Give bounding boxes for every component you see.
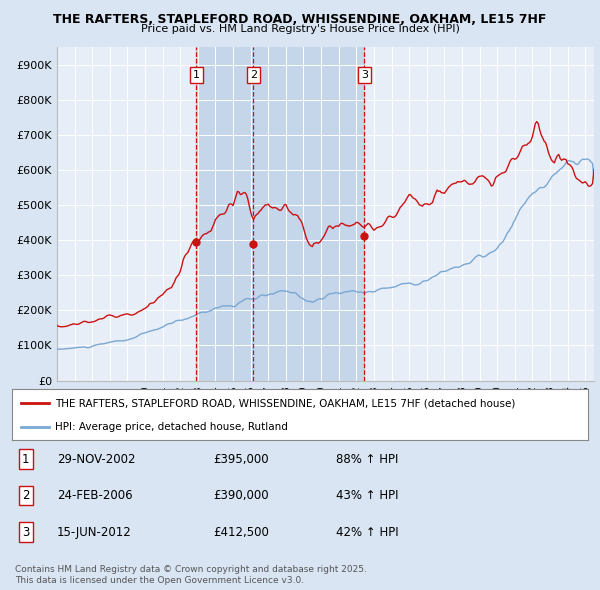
Text: 43% ↑ HPI: 43% ↑ HPI	[336, 489, 398, 502]
Text: 88% ↑ HPI: 88% ↑ HPI	[336, 453, 398, 466]
Text: 3: 3	[361, 70, 368, 80]
Text: 29-NOV-2002: 29-NOV-2002	[57, 453, 136, 466]
Text: Contains HM Land Registry data © Crown copyright and database right 2025.
This d: Contains HM Land Registry data © Crown c…	[15, 565, 367, 585]
Text: £412,500: £412,500	[213, 526, 269, 539]
Text: 2: 2	[22, 489, 29, 502]
Text: 3: 3	[22, 526, 29, 539]
Bar	[253, 47, 364, 381]
Text: 15-JUN-2012: 15-JUN-2012	[57, 526, 132, 539]
Text: 1: 1	[22, 453, 29, 466]
Text: £390,000: £390,000	[213, 489, 269, 502]
Text: 2: 2	[250, 70, 257, 80]
Text: 1: 1	[193, 70, 200, 80]
Text: HPI: Average price, detached house, Rutland: HPI: Average price, detached house, Rutl…	[55, 422, 288, 432]
Text: THE RAFTERS, STAPLEFORD ROAD, WHISSENDINE, OAKHAM, LE15 7HF (detached house): THE RAFTERS, STAPLEFORD ROAD, WHISSENDIN…	[55, 398, 515, 408]
Text: Price paid vs. HM Land Registry's House Price Index (HPI): Price paid vs. HM Land Registry's House …	[140, 24, 460, 34]
Text: 42% ↑ HPI: 42% ↑ HPI	[336, 526, 398, 539]
Text: £395,000: £395,000	[213, 453, 269, 466]
Bar	[196, 47, 253, 381]
Text: 24-FEB-2006: 24-FEB-2006	[57, 489, 133, 502]
Text: THE RAFTERS, STAPLEFORD ROAD, WHISSENDINE, OAKHAM, LE15 7HF: THE RAFTERS, STAPLEFORD ROAD, WHISSENDIN…	[53, 13, 547, 26]
